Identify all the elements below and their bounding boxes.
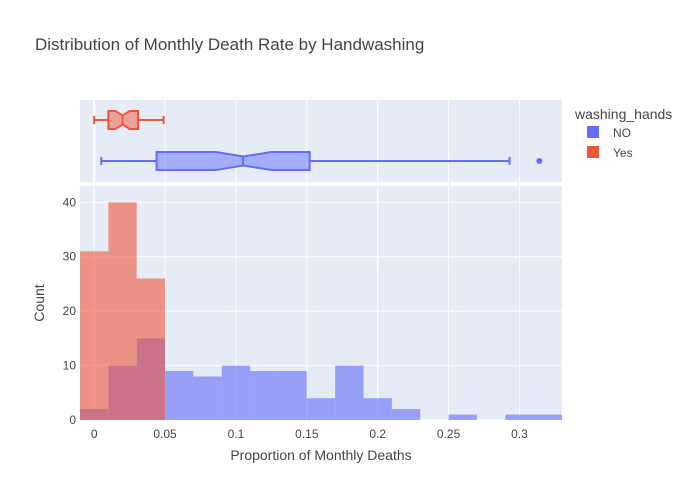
bar-no[interactable] <box>221 365 251 420</box>
legend-swatch-yes <box>587 146 599 158</box>
y-tick-label: 30 <box>63 250 77 264</box>
x-tick-label: 0.25 <box>437 427 461 441</box>
legend: washing_hands NO Yes <box>574 106 672 160</box>
bar-no[interactable] <box>193 376 222 420</box>
legend-label-yes: Yes <box>613 146 633 160</box>
bar-no[interactable] <box>278 371 307 420</box>
y-axis-ticks: 0 10 20 30 40 <box>63 195 77 427</box>
x-tick-label: 0.05 <box>153 427 177 441</box>
chart-title: Distribution of Monthly Death Rate by Ha… <box>35 35 424 54</box>
bar-no[interactable] <box>306 398 336 420</box>
x-tick-label: 0 <box>91 427 98 441</box>
bar-no[interactable] <box>505 414 534 420</box>
x-tick-label: 0.3 <box>511 427 528 441</box>
box-plot-area <box>80 100 562 182</box>
y-axis-title: Count <box>31 284 47 321</box>
x-axis-ticks: 0 0.05 0.1 0.15 0.2 0.25 0.3 <box>91 427 528 441</box>
legend-title: washing_hands <box>574 106 672 122</box>
bar-no[interactable] <box>363 398 392 420</box>
x-tick-label: 0.15 <box>295 427 319 441</box>
histogram-bars <box>80 202 562 420</box>
bar-yes[interactable] <box>108 202 137 420</box>
box-body <box>155 151 311 171</box>
legend-swatch-no <box>587 126 599 138</box>
y-tick-label: 10 <box>63 359 77 373</box>
legend-item-no[interactable]: NO <box>587 126 631 140</box>
box-no[interactable] <box>100 151 543 171</box>
outlier-point[interactable] <box>536 158 543 164</box>
x-tick-label: 0.1 <box>228 427 245 441</box>
bar-no[interactable] <box>250 371 279 420</box>
bar-yes[interactable] <box>136 278 166 420</box>
legend-label-no: NO <box>613 126 631 140</box>
bar-yes[interactable] <box>80 251 109 420</box>
x-axis-title: Proportion of Monthly Deaths <box>230 447 411 463</box>
legend-item-yes[interactable]: Yes <box>587 146 633 160</box>
bar-no[interactable] <box>391 409 421 420</box>
box-plots <box>93 110 543 171</box>
box-yes[interactable] <box>93 110 165 130</box>
y-tick-label: 0 <box>69 413 76 427</box>
bar-no[interactable] <box>165 371 194 420</box>
bar-no[interactable] <box>533 414 562 420</box>
bar-no[interactable] <box>448 414 477 420</box>
x-tick-label: 0.2 <box>369 427 386 441</box>
bar-no[interactable] <box>335 365 364 420</box>
y-tick-label: 40 <box>63 195 77 209</box>
y-tick-label: 20 <box>63 304 77 318</box>
